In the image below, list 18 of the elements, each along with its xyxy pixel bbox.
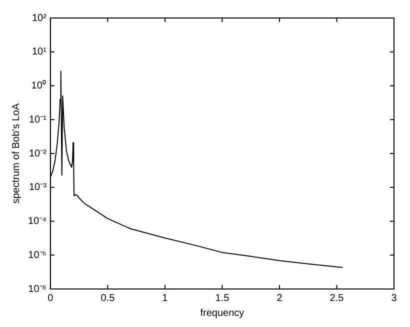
y-tick-label: 10² [32, 12, 48, 24]
x-axis-title: frequency [200, 308, 244, 319]
x-tick-label: 0 [48, 292, 54, 304]
y-tick-label: 10⁻² [28, 148, 48, 160]
y-tick-label: 10⁰ [31, 80, 46, 92]
y-tick-label: 10⁻⁵ [28, 250, 46, 261]
x-tick-label: 3 [391, 292, 398, 304]
x-tick-label: 2.5 [330, 292, 344, 304]
y-tick-label: 10⁻¹ [28, 114, 48, 126]
y-tick-label: 10⁻³ [28, 182, 48, 194]
x-tick-label: 2 [276, 292, 283, 304]
y-tick-label: 10¹ [32, 46, 48, 58]
x-tick-label: 1 [162, 292, 168, 304]
y-tick-label: 10⁻⁴ [28, 216, 46, 227]
x-tick-label: 1.5 [215, 292, 230, 304]
y-tick-label: 10⁻⁶ [28, 284, 46, 295]
y-axis-title: spectrum of Bob's LoA [10, 103, 22, 204]
x-tick-label: 0.5 [100, 292, 116, 304]
